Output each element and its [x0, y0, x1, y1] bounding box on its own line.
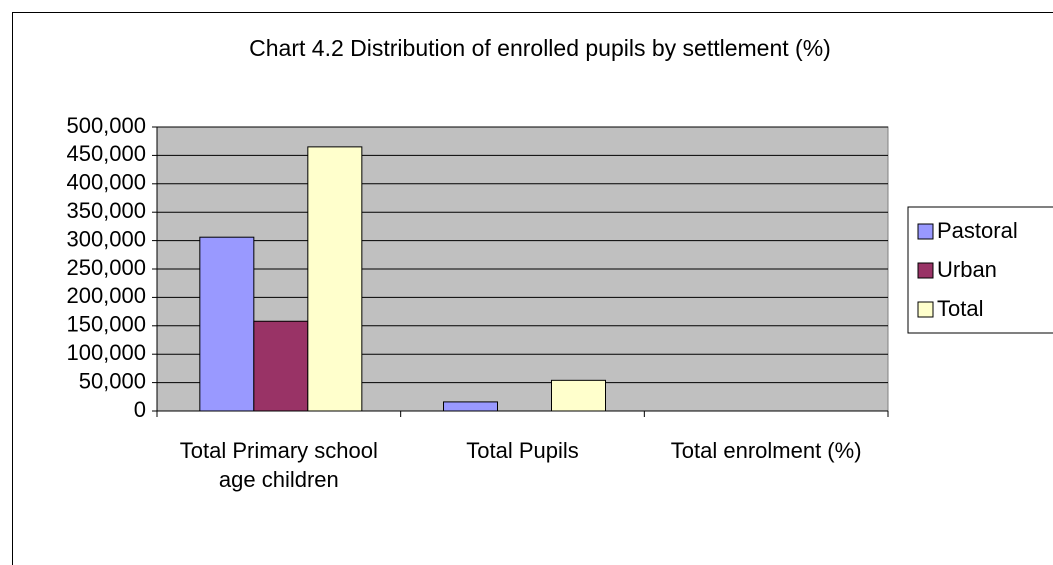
legend-label: Pastoral	[937, 218, 1018, 243]
x-tick-label: Total Primary school age children	[179, 438, 378, 492]
y-tick-label: 100,000	[66, 340, 146, 365]
chart-title: Chart 4.2 Distribution of enrolled pupil…	[249, 35, 831, 61]
y-tick-label: 0	[134, 397, 146, 422]
legend-label: Urban	[937, 257, 997, 282]
y-tick-label: 400,000	[66, 170, 146, 195]
legend-label: Total	[937, 296, 983, 321]
bar	[551, 379, 606, 412]
y-tick-label: 350,000	[66, 198, 146, 223]
y-tick-label: 300,000	[66, 226, 146, 251]
legend-swatch	[917, 301, 934, 318]
bar	[253, 320, 309, 412]
y-tick-label: 50,000	[79, 368, 146, 393]
y-tick-label: 150,000	[66, 312, 146, 337]
y-tick-label: 200,000	[66, 283, 146, 308]
y-tick-label: 450,000	[66, 141, 146, 166]
x-tick-label: Total Pupils	[466, 438, 579, 463]
legend-swatch	[917, 262, 934, 279]
legend-swatch	[917, 223, 934, 240]
x-tick-label: Total enrolment (%)	[670, 438, 862, 463]
y-tick-label: 250,000	[66, 255, 146, 280]
bar	[199, 236, 255, 412]
bar	[443, 401, 498, 412]
bar	[307, 146, 363, 412]
y-tick-label: 500,000	[66, 113, 146, 138]
